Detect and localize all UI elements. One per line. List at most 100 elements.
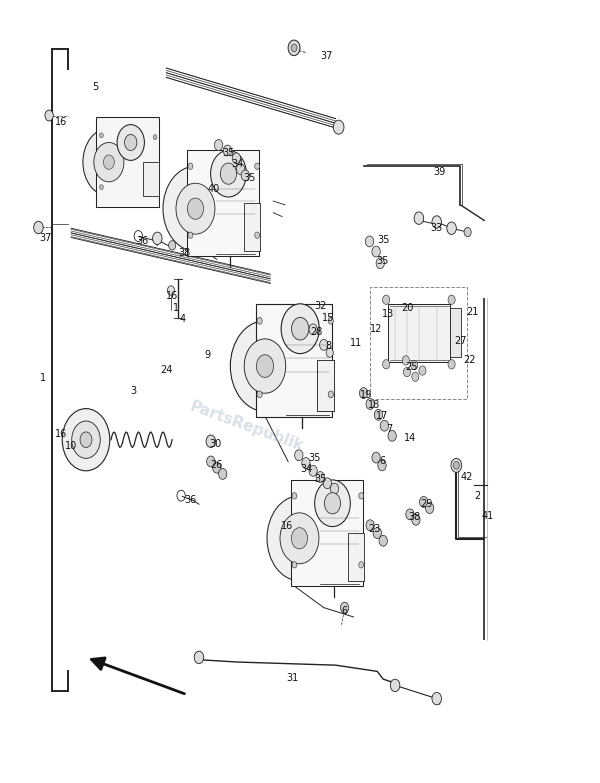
Circle shape (314, 480, 350, 527)
Circle shape (447, 222, 457, 234)
Text: 16: 16 (55, 429, 67, 439)
Text: 39: 39 (434, 168, 446, 177)
Circle shape (125, 135, 137, 150)
Text: 21: 21 (466, 307, 479, 317)
Circle shape (255, 163, 260, 169)
Text: 7: 7 (386, 424, 392, 434)
Circle shape (403, 367, 410, 377)
Circle shape (292, 561, 297, 568)
Circle shape (402, 355, 409, 365)
Circle shape (419, 366, 426, 375)
Text: 32: 32 (314, 301, 327, 311)
Circle shape (256, 355, 274, 377)
Circle shape (451, 458, 461, 472)
Circle shape (34, 222, 43, 233)
Circle shape (406, 509, 414, 520)
Text: 37: 37 (320, 51, 333, 60)
Text: 17: 17 (376, 411, 388, 421)
Circle shape (380, 420, 389, 431)
Circle shape (448, 295, 455, 305)
Circle shape (366, 399, 374, 410)
Circle shape (323, 478, 332, 489)
Circle shape (236, 164, 245, 175)
Text: 36: 36 (184, 496, 196, 505)
Circle shape (316, 471, 325, 482)
Circle shape (167, 286, 175, 295)
Bar (291, 480, 362, 586)
Text: 3: 3 (130, 387, 137, 396)
Text: 31: 31 (287, 673, 299, 683)
Circle shape (388, 431, 396, 442)
Circle shape (257, 391, 262, 398)
Circle shape (257, 317, 262, 324)
Bar (317, 360, 334, 411)
Circle shape (281, 304, 319, 354)
Text: 35: 35 (223, 148, 235, 158)
Circle shape (230, 321, 299, 411)
Circle shape (211, 150, 247, 197)
Text: 13: 13 (382, 309, 394, 319)
Circle shape (100, 185, 103, 189)
Circle shape (328, 317, 334, 324)
Text: 34: 34 (232, 160, 244, 169)
Circle shape (359, 561, 364, 568)
Circle shape (291, 44, 297, 52)
Circle shape (464, 227, 471, 236)
Text: 35: 35 (308, 453, 321, 463)
Text: 35: 35 (243, 173, 256, 182)
Circle shape (194, 651, 203, 664)
Text: 41: 41 (481, 511, 493, 521)
Circle shape (376, 258, 385, 269)
Text: 37: 37 (40, 233, 52, 244)
Text: 24: 24 (160, 365, 172, 375)
Bar (388, 304, 451, 362)
Circle shape (383, 359, 390, 369)
Text: 19: 19 (361, 391, 373, 400)
Circle shape (232, 153, 241, 164)
Circle shape (340, 602, 349, 613)
Circle shape (410, 360, 418, 370)
Circle shape (414, 212, 424, 225)
Circle shape (425, 503, 434, 514)
Text: 14: 14 (404, 433, 416, 443)
Circle shape (169, 240, 176, 250)
Circle shape (379, 536, 388, 547)
Text: 6: 6 (379, 456, 385, 467)
Bar (97, 117, 159, 207)
Circle shape (220, 163, 236, 184)
Circle shape (100, 133, 103, 138)
Circle shape (152, 232, 162, 244)
Text: 22: 22 (463, 355, 476, 366)
Circle shape (373, 528, 382, 539)
Text: 29: 29 (420, 500, 432, 509)
Circle shape (331, 483, 338, 494)
Circle shape (359, 493, 364, 499)
Text: 1: 1 (40, 373, 46, 383)
Circle shape (45, 110, 53, 121)
Circle shape (212, 462, 221, 473)
Circle shape (288, 40, 300, 56)
Circle shape (320, 339, 328, 350)
Circle shape (328, 391, 334, 398)
Text: 38: 38 (408, 512, 420, 522)
Circle shape (292, 528, 308, 549)
Circle shape (80, 432, 92, 447)
Circle shape (176, 183, 215, 234)
Circle shape (255, 232, 260, 238)
Circle shape (333, 120, 344, 134)
Text: PartsRepublik: PartsRepublik (187, 399, 305, 454)
Circle shape (94, 143, 124, 182)
Text: 25: 25 (406, 362, 418, 372)
Text: 20: 20 (401, 302, 413, 312)
Circle shape (374, 410, 383, 420)
Text: 35: 35 (314, 474, 327, 484)
Circle shape (419, 496, 428, 507)
Text: 12: 12 (370, 324, 382, 334)
Circle shape (267, 496, 332, 581)
Bar (348, 533, 364, 581)
Text: 28: 28 (310, 327, 323, 337)
Text: 16: 16 (281, 521, 293, 531)
Text: 33: 33 (431, 223, 443, 233)
Circle shape (117, 124, 145, 161)
Circle shape (325, 493, 341, 514)
